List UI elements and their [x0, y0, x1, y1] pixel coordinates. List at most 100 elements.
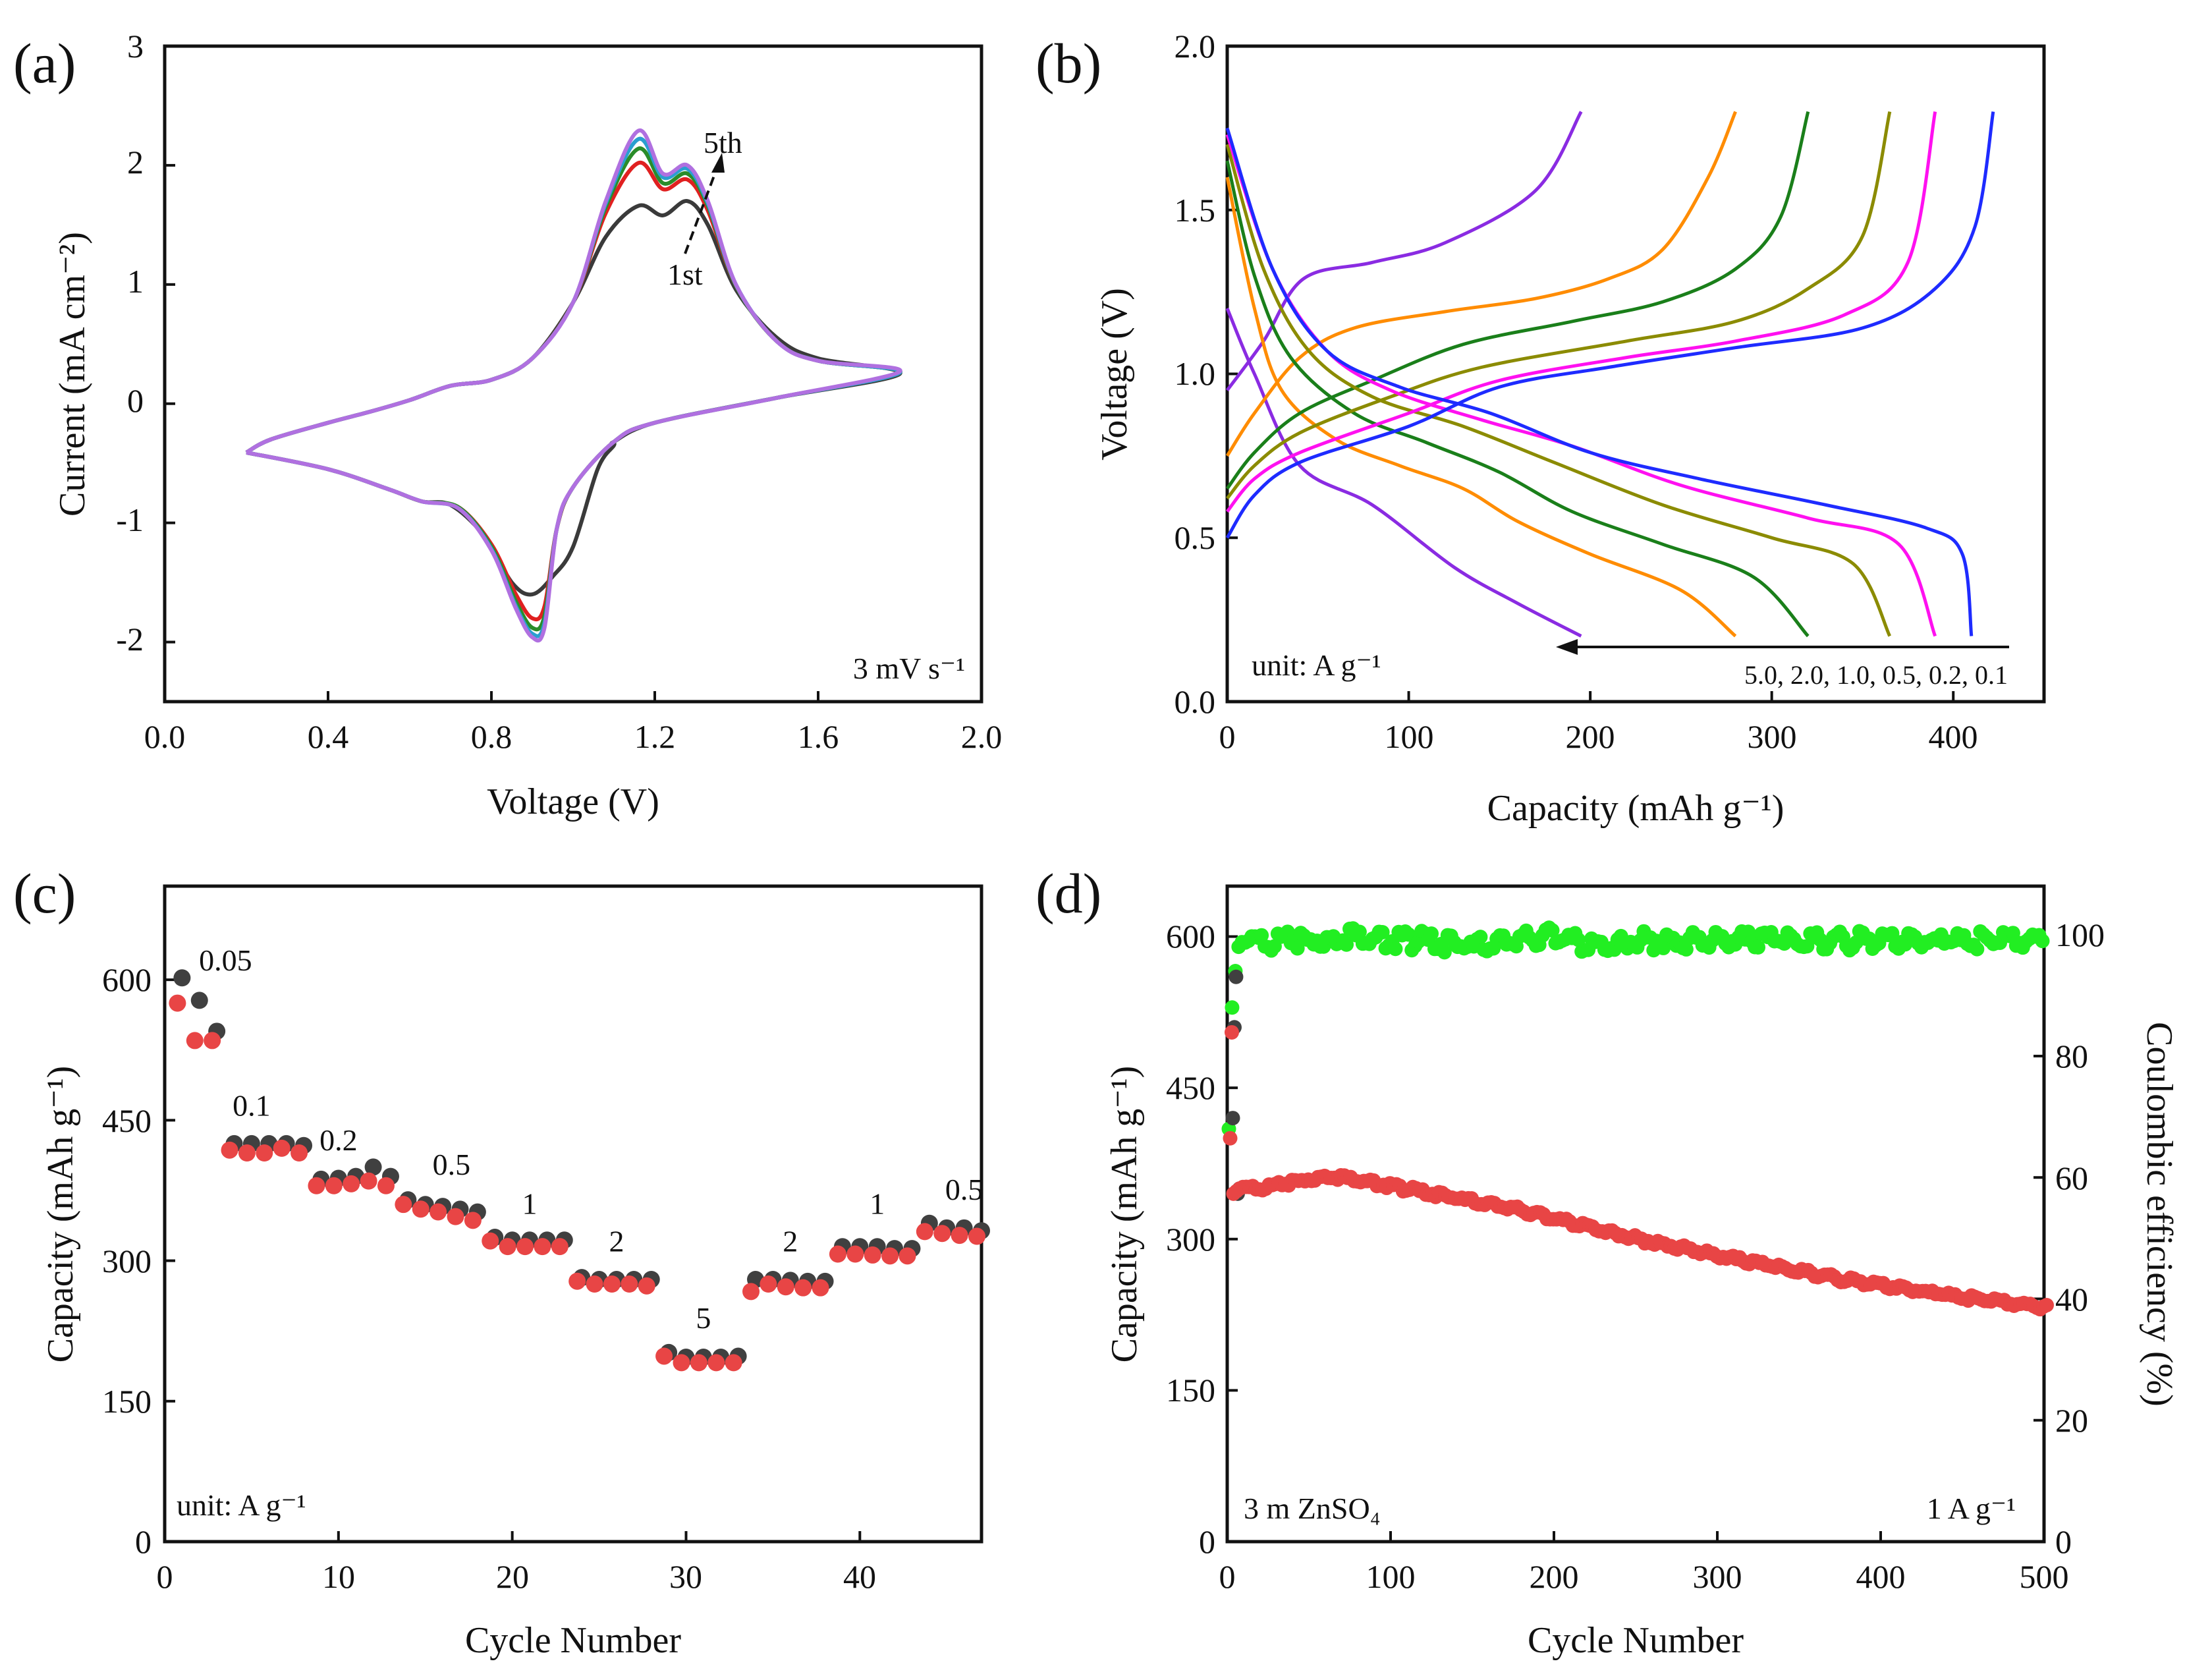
- panel-b-y-axis-label: Voltage (V): [1094, 288, 1135, 461]
- panel-d-current-annotation: 1 A g⁻¹: [1927, 1492, 2016, 1525]
- panel-b-unit-annotation: unit: A g⁻¹: [1252, 648, 1381, 682]
- discharge-point: [186, 1032, 204, 1050]
- panel-a-tick-marks: [163, 45, 983, 702]
- coulombic-efficiency-point: [1678, 941, 1694, 957]
- y-tick-label: 300: [1166, 1221, 1215, 1258]
- x-tick-label: 30: [669, 1558, 702, 1595]
- charge-curve-0.5: [1226, 111, 1892, 500]
- y-tick-label: 450: [102, 1102, 152, 1139]
- panel-c-data-points: [169, 969, 990, 1372]
- y-tick-label: 1: [127, 263, 144, 300]
- panel-d-y2-axis-label: Coulombic efficiency (%): [2139, 1022, 2180, 1407]
- coulombic-efficiency-point: [1388, 941, 1403, 957]
- discharge-point: [655, 1347, 673, 1365]
- y-tick-label: 600: [1166, 918, 1215, 955]
- x-tick-label: 0: [1219, 1558, 1236, 1595]
- coulombic-efficiency-point: [1339, 937, 1354, 952]
- x-tick-label: 0: [1219, 718, 1236, 755]
- discharge-point: [794, 1279, 812, 1297]
- y-tick-label: 3: [127, 28, 144, 65]
- x-tick-label: 300: [1748, 718, 1797, 755]
- y-tick-label: 2.0: [1175, 28, 1216, 65]
- rate-label: 0.5: [433, 1148, 471, 1181]
- y2-tick-label: 40: [2055, 1281, 2088, 1318]
- panel-d-x-axis-label: Cycle Number: [1528, 1620, 1744, 1661]
- panel-b-yticks: 0.0 0.5 1.0 1.5 2.0: [1175, 28, 1216, 720]
- charge-curve-0.1: [1225, 111, 1995, 539]
- coulombic-efficiency-point: [1424, 926, 1439, 941]
- rate-label: 0.2: [319, 1123, 358, 1157]
- panel-d-yticks-right: 0 20 40 60 80 100: [2055, 916, 2105, 1560]
- panel-b-tick-marks: [1226, 45, 1955, 703]
- panel-b-rate-arrow-head: [1556, 639, 1578, 655]
- panel-b-gcd-chart: (b) 0 100 200 300 400 0.0 0.5 1.0 1.5 2.…: [1036, 28, 2046, 829]
- discharge-curve-0.5: [1225, 144, 1892, 637]
- charge-point: [364, 1158, 382, 1176]
- y2-tick-label: 100: [2055, 916, 2105, 953]
- y-tick-label: 0: [127, 382, 144, 419]
- x-tick-label: 300: [1693, 1558, 1742, 1595]
- rate-label: 0.5: [945, 1173, 983, 1206]
- discharge-point: [447, 1208, 464, 1225]
- discharge-point: [464, 1212, 482, 1229]
- discharge-point: [551, 1238, 568, 1256]
- y-tick-label: 1.5: [1175, 192, 1216, 229]
- charge-curve-1.0: [1225, 111, 1810, 490]
- panel-a-yticks: -2 -1 0 1 2 3: [116, 28, 144, 658]
- y-tick-label: 1.0: [1175, 355, 1216, 392]
- coulombic-efficiency-point: [1545, 923, 1560, 938]
- x-tick-label: 20: [496, 1558, 529, 1595]
- panel-c-label: (c): [13, 862, 76, 925]
- discharge-point: [899, 1247, 916, 1265]
- x-tick-label: 1.2: [634, 718, 676, 755]
- discharge-point: [256, 1144, 273, 1162]
- panel-b-rate-list: 5.0, 2.0, 1.0, 0.5, 0.2, 0.1: [1744, 660, 2008, 690]
- panel-b-gcd-curves: [1225, 111, 1995, 638]
- y-tick-label: 300: [102, 1243, 152, 1279]
- panel-b-plot-frame: [1225, 44, 2046, 704]
- discharge-point: [881, 1247, 899, 1265]
- discharge-curve-2.0: [1225, 177, 1737, 638]
- y-tick-label: 2: [127, 144, 144, 181]
- x-tick-label: 40: [843, 1558, 876, 1595]
- y-tick-label: 0: [1199, 1523, 1215, 1560]
- x-tick-label: 500: [2020, 1558, 2069, 1595]
- y-tick-label: 0.0: [1175, 683, 1216, 720]
- panel-d-label: (d): [1036, 862, 1101, 925]
- panel-d-xticks: 0 100 200 300 400 500: [1219, 1558, 2069, 1595]
- coulombic-efficiency-point: [1254, 928, 1269, 943]
- panel-a-cv-curves: [245, 128, 902, 643]
- discharge-point: [742, 1283, 760, 1301]
- panel-a-scan-rate-annotation: 3 mV s⁻¹: [853, 652, 965, 685]
- panel-a-x-axis-label: Voltage (V): [487, 781, 659, 822]
- x-tick-label: 0.0: [144, 718, 186, 755]
- discharge-point: [864, 1246, 881, 1264]
- rate-label: 1: [522, 1187, 538, 1221]
- panel-c-yticks: 0 150 300 450 600: [102, 961, 152, 1560]
- x-tick-label: 400: [1856, 1558, 1906, 1595]
- x-tick-label: 100: [1385, 718, 1434, 755]
- y-tick-label: 450: [1166, 1069, 1215, 1106]
- panel-b-label: (b): [1036, 32, 1101, 95]
- discharge-point: [482, 1232, 499, 1250]
- discharge-point: [395, 1196, 412, 1214]
- panel-a-plot-frame: [163, 44, 983, 704]
- y2-tick-label: 20: [2055, 1402, 2088, 1439]
- charge-curve-2.0: [1225, 111, 1737, 457]
- coulombic-efficiency-point: [2035, 934, 2050, 949]
- panel-a-label-5th: 5th: [704, 126, 742, 159]
- charge-curve-5.0: [1225, 111, 1583, 391]
- cv-curve-1st: [245, 199, 902, 597]
- x-tick-label: 2.0: [961, 718, 1003, 755]
- discharge-point: [377, 1177, 395, 1194]
- coulombic-efficiency-point: [1375, 925, 1390, 940]
- panel-a-label-1st: 1st: [667, 258, 703, 291]
- panel-c-y-axis-label: Capacity (mAh g⁻¹): [40, 1066, 81, 1363]
- discharge-point: [638, 1277, 655, 1295]
- discharge-point: [238, 1144, 256, 1162]
- discharge-point: [777, 1278, 794, 1296]
- rate-label: 1: [870, 1187, 885, 1221]
- panel-c-xticks: 0 10 20 30 40: [157, 1558, 877, 1595]
- discharge-point: [586, 1275, 603, 1293]
